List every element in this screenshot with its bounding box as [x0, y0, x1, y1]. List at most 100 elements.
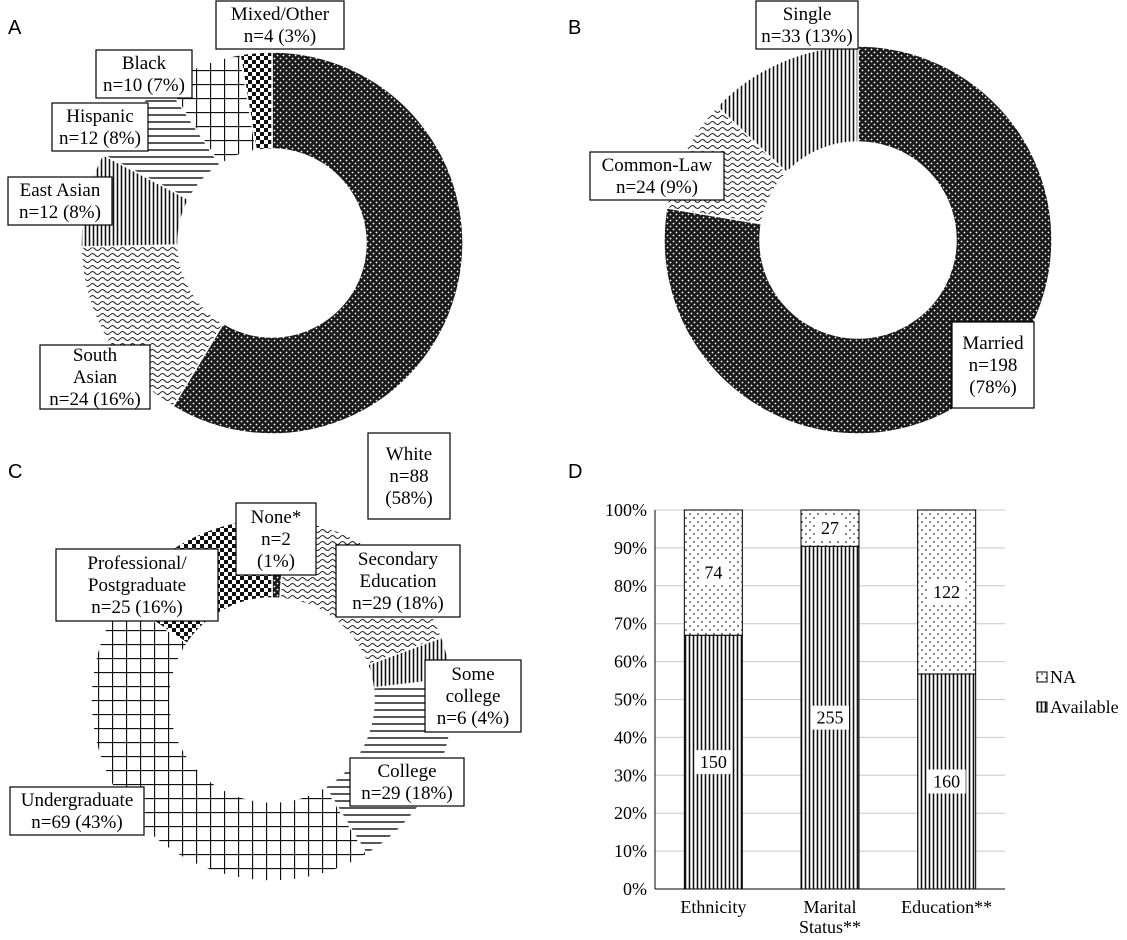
label-text: (78%)	[969, 377, 1016, 398]
label-text: Some	[451, 664, 494, 685]
label-box	[335, 544, 461, 618]
label-text: n=12 (8%)	[19, 202, 101, 223]
slice-mixed-other	[239, 51, 273, 152]
label-text: Professional/	[87, 553, 187, 574]
legend-item-na: NA	[1036, 667, 1076, 687]
label-text: n=88	[389, 466, 428, 487]
data-label-bg	[927, 769, 966, 794]
data-label-bg	[811, 705, 849, 730]
slice-undergraduate	[90, 598, 368, 882]
data-label-bg	[694, 750, 733, 775]
data-label-bg	[927, 579, 966, 604]
slice-white	[172, 51, 464, 435]
data-label-bg	[699, 560, 728, 585]
label-text: South	[73, 345, 118, 366]
label-text: East Asian	[20, 180, 101, 201]
label-text: Asian	[73, 367, 118, 388]
label-text: Single	[783, 4, 832, 25]
label-box	[235, 502, 317, 576]
label-box	[9, 786, 145, 836]
label-text: n=24 (16%)	[49, 389, 140, 410]
x-tick-label-marital-status: Status**	[799, 917, 861, 937]
label-text: n=29 (18%)	[352, 593, 443, 614]
label-text: n=25 (16%)	[91, 597, 182, 618]
data-label-available-marital-status: 255	[817, 708, 844, 728]
y-tick-label: 50%	[614, 690, 647, 710]
y-tick-label: 20%	[614, 803, 647, 823]
x-tick-label-marital-status: Marital	[804, 897, 857, 917]
label-text: n=2	[261, 529, 291, 550]
data-label-na-ethnicity: 74	[704, 563, 722, 583]
label-text: n=198	[969, 355, 1018, 376]
label-box	[349, 757, 465, 807]
data-label-na-education: 122	[933, 582, 960, 602]
panel-letter-a: A	[8, 17, 22, 39]
label-text: None*	[251, 507, 302, 528]
label-text: College	[377, 761, 436, 782]
label-text: (1%)	[257, 551, 295, 572]
stacked-bar-chart-availability: 0% 10% 20% 30% 40% 50% 60% 70% 80% 90% 100% 150 74 Et…	[605, 500, 1119, 937]
label-text: Hispanic	[66, 106, 134, 127]
label-box	[589, 151, 725, 201]
label-box	[51, 102, 149, 152]
label-box	[367, 432, 451, 520]
x-tick-label-education: Education**	[901, 897, 992, 917]
y-tick-label: 0%	[623, 879, 647, 899]
label-text: Education	[359, 571, 437, 592]
data-label-available-ethnicity: 150	[700, 752, 727, 772]
label-text: Mixed/Other	[231, 4, 330, 25]
y-tick-label: 60%	[614, 652, 647, 672]
label-text: Undergraduate	[21, 790, 134, 811]
label-box	[39, 344, 151, 410]
y-tick-label: 80%	[614, 576, 647, 596]
label-text: n=10 (7%)	[103, 75, 185, 96]
label-box	[55, 548, 219, 622]
data-label-na-marital-status: 27	[821, 518, 839, 538]
label-text: n=69 (43%)	[31, 812, 122, 833]
legend-swatch	[1036, 671, 1048, 683]
label-text: college	[446, 686, 501, 707]
label-text: n=29 (18%)	[361, 783, 452, 804]
label-text: Married	[962, 333, 1024, 354]
y-tick-label: 10%	[614, 841, 647, 861]
label-none: None*n=2(1%)	[235, 502, 317, 576]
y-tick-label: 70%	[614, 614, 647, 634]
y-tick-label: 100%	[605, 500, 647, 520]
label-box	[215, 0, 345, 50]
label-box	[951, 321, 1035, 409]
legend-swatch	[1036, 701, 1048, 713]
y-tick-label: 40%	[614, 727, 647, 747]
label-text: (58%)	[385, 488, 432, 509]
panel-letter-d: D	[568, 461, 582, 483]
legend-label: NA	[1050, 667, 1076, 687]
label-text: Postgraduate	[88, 575, 186, 596]
label-box	[424, 659, 522, 733]
label-box	[755, 0, 859, 50]
label-text: n=24 (9%)	[616, 177, 698, 198]
data-label-available-education: 160	[933, 771, 960, 791]
data-label-bg	[816, 516, 844, 541]
label-text: Secondary	[358, 549, 439, 570]
label-text: Black	[122, 53, 167, 74]
label-box	[95, 49, 193, 99]
y-tick-label: 30%	[614, 765, 647, 785]
label-text: Common-Law	[602, 155, 713, 176]
panel-letter-c: C	[8, 461, 22, 483]
